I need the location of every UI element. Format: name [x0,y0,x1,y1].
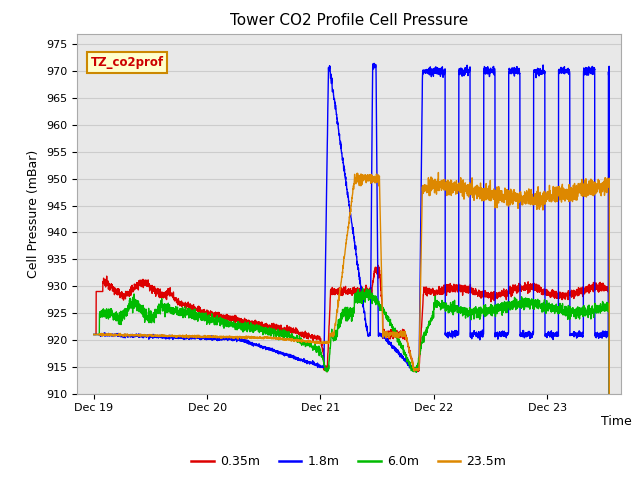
X-axis label: Time: Time [601,415,632,428]
Title: Tower CO2 Profile Cell Pressure: Tower CO2 Profile Cell Pressure [230,13,468,28]
Y-axis label: Cell Pressure (mBar): Cell Pressure (mBar) [28,149,40,278]
Legend: 0.35m, 1.8m, 6.0m, 23.5m: 0.35m, 1.8m, 6.0m, 23.5m [186,450,511,473]
Text: TZ_co2prof: TZ_co2prof [90,56,164,69]
